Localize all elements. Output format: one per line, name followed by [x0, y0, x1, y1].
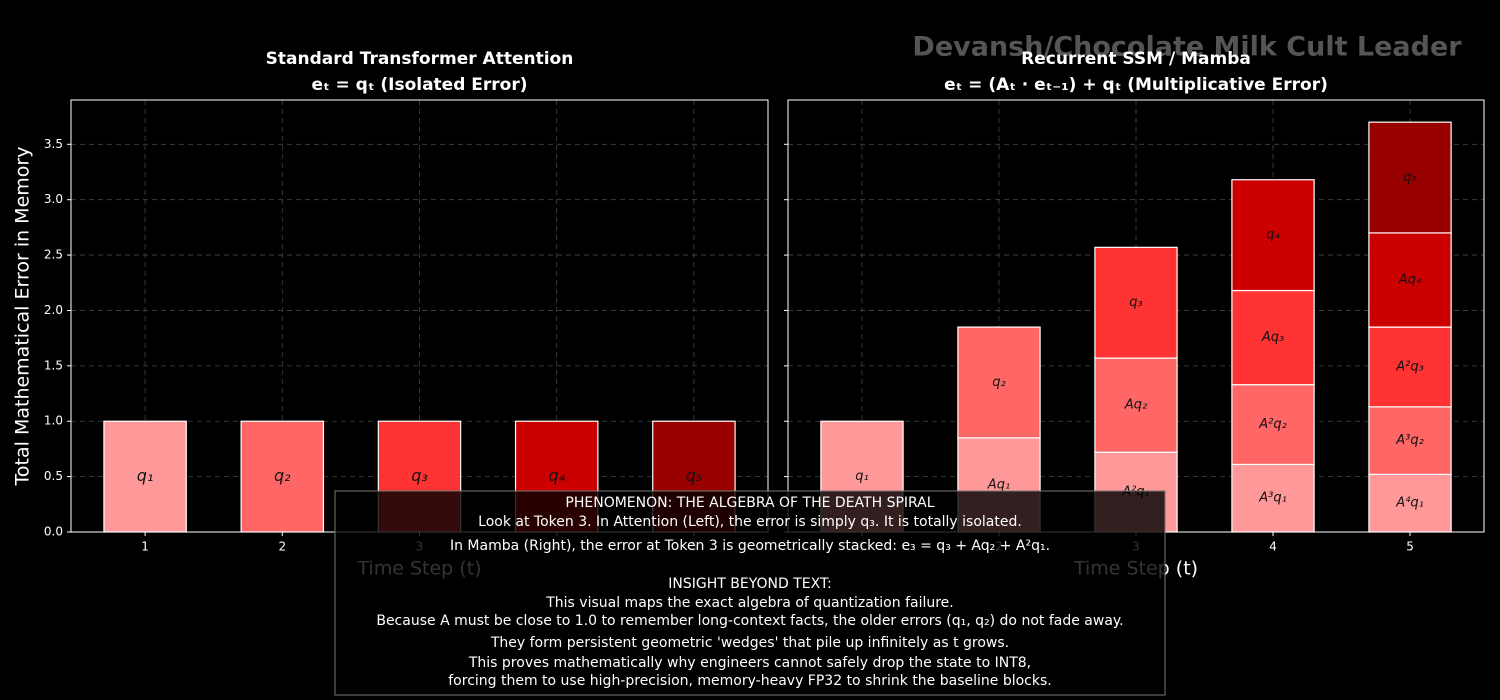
y-tick-label: 3.0	[44, 192, 63, 206]
y-tick-label: 2.5	[44, 248, 63, 262]
segment-label: Aq₄	[1398, 273, 1422, 288]
segment-label: Aq₂	[1124, 398, 1147, 413]
annotation-line: This proves mathematically why engineers…	[468, 655, 1031, 671]
segment-label: A³q₂	[1395, 433, 1424, 448]
bar-label: q₅	[686, 466, 703, 485]
bar-label: q₂	[274, 466, 291, 485]
segment-label: A⁴q₁	[1395, 496, 1424, 511]
bar-segment	[1231, 384, 1315, 466]
segment-label: Aq₃	[1261, 330, 1284, 345]
y-tick-label: 0.5	[44, 469, 63, 483]
bar-segment	[1094, 246, 1178, 359]
segment-label: A³q₁	[1258, 491, 1287, 506]
bar-segment	[1368, 232, 1452, 328]
segment-label: q₂	[992, 375, 1005, 390]
bar-label: q₄	[548, 466, 565, 485]
y-tick-label: 1.5	[44, 358, 63, 372]
segment-label: q₃	[1129, 295, 1142, 310]
annotation-line: INSIGHT BEYOND TEXT:	[668, 576, 831, 592]
bar-segment	[1231, 289, 1315, 386]
y-axis-label: Total Mathematical Error in Memory	[12, 147, 34, 487]
segment-label: q₁	[855, 469, 868, 484]
bar	[240, 420, 325, 533]
chart-title: Standard Transformer Attention	[266, 49, 574, 69]
annotation-line: Look at Token 3. In Attention (Left), th…	[478, 514, 1022, 530]
y-tick-label: 3.5	[44, 137, 63, 151]
annotation-line: Because A must be close to 1.0 to rememb…	[376, 613, 1123, 629]
y-tick-label: 1.0	[44, 414, 63, 428]
segment-label: A²q₂	[1258, 417, 1287, 432]
x-tick-label: 2	[278, 540, 286, 554]
annotation-line: They form persistent geometric 'wedges' …	[490, 635, 1009, 651]
annotation-line: In Mamba (Right), the error at Token 3 i…	[450, 538, 1050, 554]
chart-subtitle: eₜ = (Aₜ · eₜ₋₁) + qₜ (Multiplicative Er…	[944, 75, 1328, 95]
y-tick-label: 2.0	[44, 303, 63, 317]
segment-label: A²q₃	[1395, 359, 1424, 374]
bar-segment	[1094, 357, 1178, 453]
bar-label: q₃	[411, 466, 428, 485]
segment-label: q₄	[1266, 228, 1280, 243]
bar-segment	[957, 326, 1041, 439]
chart-title: Recurrent SSM / Mamba	[1021, 49, 1251, 69]
bar-segment	[1368, 121, 1452, 234]
bar-label: q₁	[137, 466, 154, 485]
x-tick-label: 1	[141, 540, 149, 554]
x-tick-label: 4	[1269, 540, 1277, 554]
annotation-box	[334, 490, 1166, 696]
annotation-line: PHENOMENON: THE ALGEBRA OF THE DEATH SPI…	[565, 495, 934, 511]
y-tick-label: 0.0	[44, 525, 63, 539]
annotation-line: forcing them to use high-precision, memo…	[448, 673, 1051, 689]
watermark: Devansh/Chocolate Milk Cult Leader	[912, 32, 1462, 63]
segment-label: Aq₁	[987, 477, 1010, 492]
segment-label: q₅	[1403, 170, 1416, 185]
chart-subtitle: eₜ = qₜ (Isolated Error)	[311, 75, 527, 95]
annotation-line: This visual maps the exact algebra of qu…	[545, 595, 954, 611]
bar-segment	[1231, 463, 1315, 533]
bar	[103, 420, 187, 533]
bar-segment	[1231, 179, 1315, 292]
x-tick-label: 5	[1406, 540, 1414, 554]
bar-segment	[1368, 406, 1452, 476]
